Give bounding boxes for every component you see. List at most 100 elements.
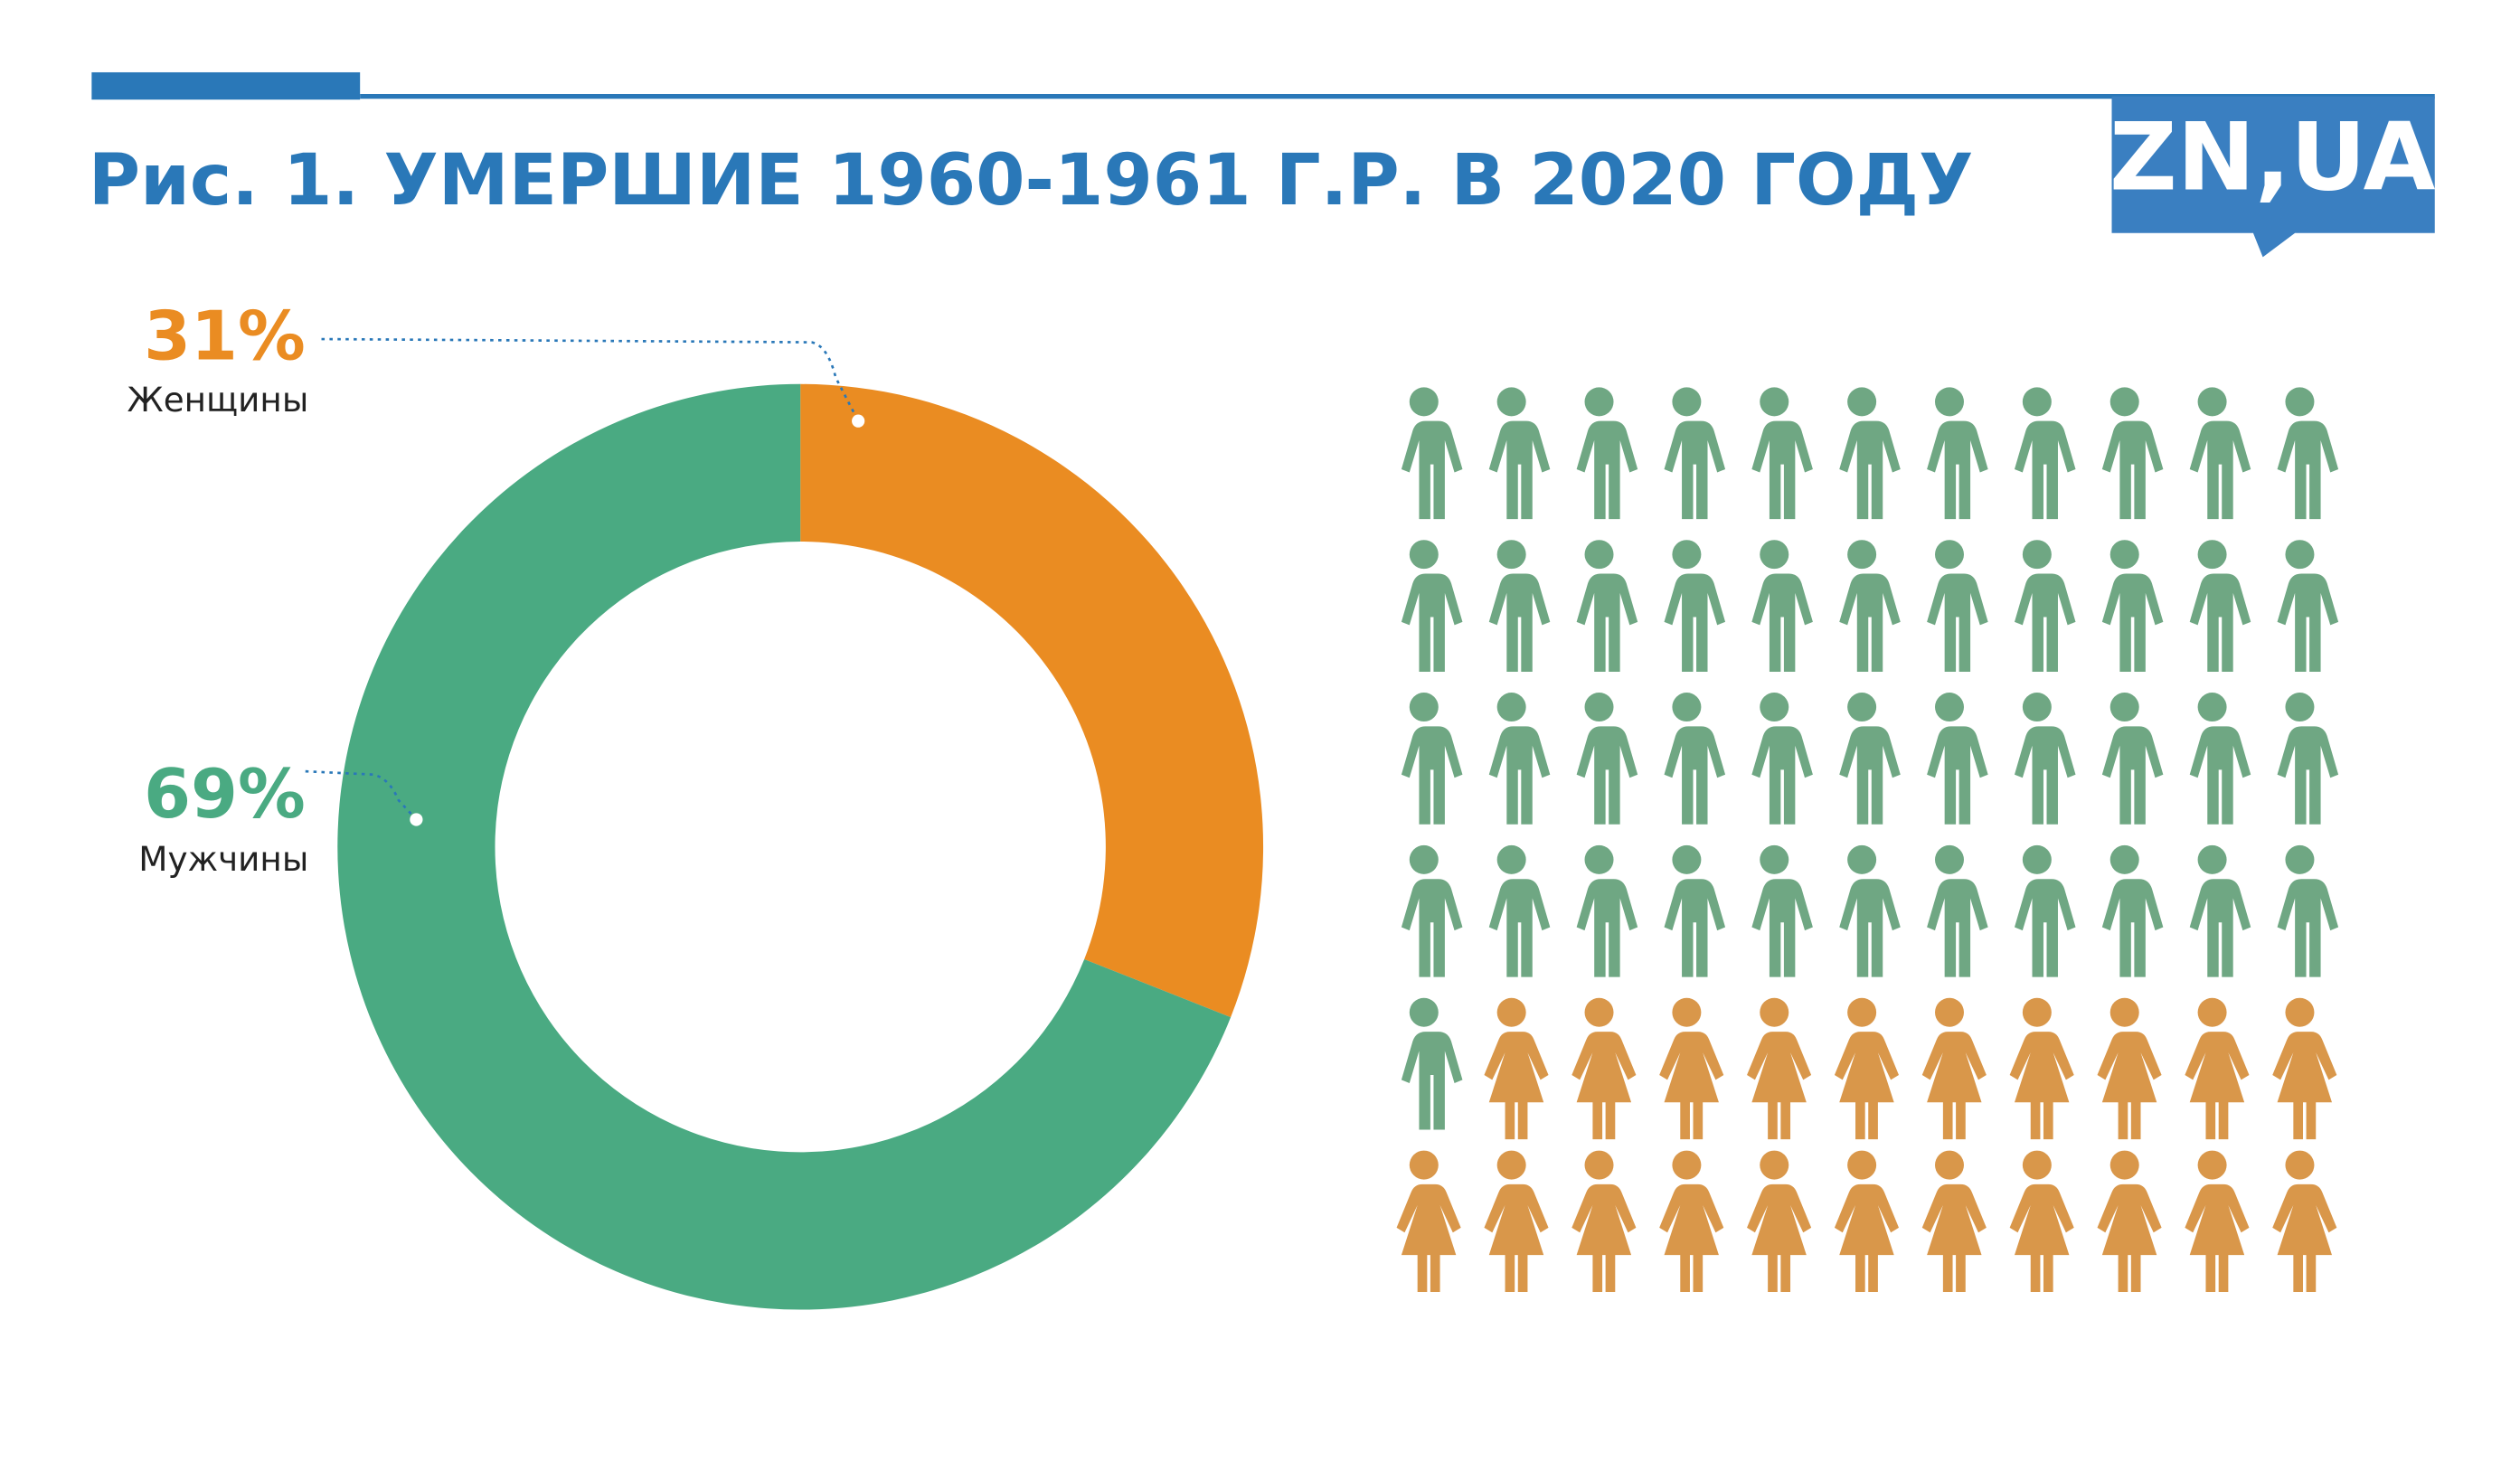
male-icon: [2014, 693, 2076, 825]
category-label: Женщины: [127, 380, 309, 420]
icon-body: [2189, 879, 2251, 977]
male-icon: [2189, 844, 2251, 977]
male-icon: [2014, 540, 2076, 672]
donut-segment: [800, 383, 1264, 1018]
male-icon: [1927, 844, 1988, 977]
icon-head: [1584, 693, 1614, 722]
male-icon: [2277, 387, 2339, 520]
leader-line: [321, 337, 860, 422]
icon-head: [1496, 997, 1526, 1027]
icon-body: [1396, 1183, 1461, 1293]
icon-head: [1496, 540, 1526, 570]
male-icon: [1401, 844, 1463, 977]
icon-body: [1927, 726, 1988, 825]
icon-body: [2101, 726, 2164, 825]
icon-body: [2014, 420, 2076, 520]
icon-body: [1839, 879, 1901, 977]
icon-body: [2272, 1032, 2337, 1140]
female-icon: [1484, 997, 1549, 1140]
male-icon: [1664, 387, 1726, 520]
icon-head: [2022, 387, 2052, 417]
male-icon: [1576, 540, 1638, 672]
icon-head: [1760, 844, 1789, 874]
icon-body: [2097, 1183, 2162, 1293]
icon-body: [2272, 1183, 2337, 1293]
icon-body: [1751, 573, 1813, 672]
icon-head: [1934, 387, 1964, 417]
icon-head: [1760, 387, 1789, 417]
icon-head: [2109, 844, 2139, 874]
icon-body: [2189, 573, 2251, 672]
male-icon: [2101, 844, 2164, 977]
male-icon: [1664, 540, 1726, 672]
icon-body: [1751, 726, 1813, 825]
icon-head: [1934, 844, 1964, 874]
icon-body: [1484, 1032, 1549, 1140]
leader-dot: [410, 813, 423, 826]
male-icon: [1401, 540, 1463, 672]
icon-head: [1496, 844, 1526, 874]
icon-body: [2097, 1032, 2162, 1140]
male-icon: [1751, 693, 1813, 825]
icon-head: [2197, 387, 2227, 417]
icon-body: [1401, 573, 1463, 672]
icon-body: [1834, 1032, 1900, 1140]
icon-body: [2014, 879, 2076, 977]
male-icon: [1927, 540, 1988, 672]
icon-body: [1664, 420, 1726, 520]
icon-head: [2109, 693, 2139, 722]
icon-body: [1839, 573, 1901, 672]
icon-body: [1921, 1032, 1987, 1140]
male-icon: [2277, 844, 2339, 977]
value-label: 69%: [144, 755, 306, 834]
icon-head: [1672, 540, 1702, 570]
icon-body: [1664, 726, 1726, 825]
female-icon: [2009, 997, 2074, 1140]
icon-head: [2285, 387, 2315, 417]
female-icon: [1571, 1150, 1637, 1293]
icon-body: [1839, 420, 1901, 520]
icon-head: [2285, 693, 2315, 722]
icon-head: [1847, 540, 1877, 570]
icon-body: [2101, 573, 2164, 672]
icon-body: [1751, 879, 1813, 977]
icon-body: [1401, 726, 1463, 825]
female-icon: [1834, 997, 1900, 1140]
icon-body: [1927, 420, 1988, 520]
icon-head: [1584, 844, 1614, 874]
icon-body: [2009, 1032, 2074, 1140]
female-icon: [2185, 997, 2250, 1140]
icon-body: [1571, 1032, 1637, 1140]
icon-head: [1760, 540, 1789, 570]
pictogram: [1396, 387, 2339, 1293]
icon-body: [2277, 879, 2339, 977]
male-icon: [2277, 540, 2339, 672]
leader-line: [305, 769, 418, 821]
icon-head: [1496, 387, 1526, 417]
icon-head: [1847, 844, 1877, 874]
icon-body: [1747, 1032, 1812, 1140]
icon-head: [1584, 387, 1614, 417]
icon-body: [1664, 879, 1726, 977]
donut: 31% Женщины 69% Мужчины: [127, 297, 1264, 1310]
male-icon: [1839, 693, 1901, 825]
icon-head: [2285, 997, 2315, 1027]
icon-body: [1664, 573, 1726, 672]
icon-head: [1934, 540, 1964, 570]
icon-body: [1927, 879, 1988, 977]
icon-body: [1401, 879, 1463, 977]
male-icon: [1664, 844, 1726, 977]
chart-title: Рис. 1. УМЕРШИЕ 1960-1961 Г.Р. В 2020 ГО…: [89, 139, 1974, 222]
icon-body: [1401, 420, 1463, 520]
male-icon: [2189, 540, 2251, 672]
female-icon: [1659, 997, 1724, 1140]
icon-body: [2014, 726, 2076, 825]
male-icon: [2014, 387, 2076, 520]
male-icon: [1927, 693, 1988, 825]
male-icon: [1664, 693, 1726, 825]
male-icon: [2189, 387, 2251, 520]
icon-head: [2022, 1150, 2052, 1180]
icon-body: [1747, 1183, 1812, 1293]
